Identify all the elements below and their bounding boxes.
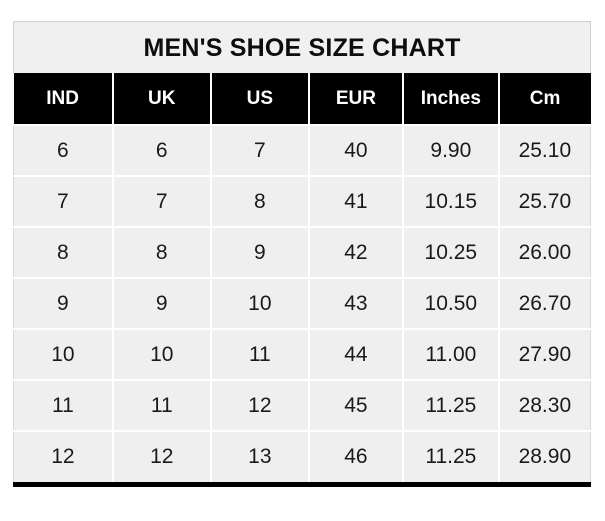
cell-ind: 11 bbox=[12, 379, 114, 432]
cell-uk: 10 bbox=[111, 328, 212, 381]
cell-eur: 41 bbox=[307, 175, 404, 228]
cell-uk: 9 bbox=[111, 277, 212, 330]
table-row: 8 8 9 42 10.25 26.00 bbox=[12, 226, 591, 279]
cell-cm: 27.90 bbox=[497, 328, 591, 381]
table-row: 12 12 13 46 11.25 28.90 bbox=[12, 430, 591, 482]
table-header: IND UK US EUR Inches Cm bbox=[13, 73, 591, 125]
column-header-eur: EUR bbox=[307, 73, 404, 125]
cell-eur: 42 bbox=[307, 226, 404, 279]
column-header-us: US bbox=[209, 73, 310, 125]
cell-uk: 7 bbox=[111, 175, 212, 228]
cell-us: 13 bbox=[209, 430, 310, 482]
cell-ind: 8 bbox=[12, 226, 114, 279]
cell-inches: 11.25 bbox=[401, 430, 500, 482]
cell-us: 8 bbox=[209, 175, 310, 228]
size-chart: MEN'S SHOE SIZE CHART IND UK US EUR Inch… bbox=[12, 21, 591, 487]
cell-cm: 25.70 bbox=[497, 175, 591, 228]
cell-inches: 10.15 bbox=[401, 175, 500, 228]
cell-uk: 8 bbox=[111, 226, 212, 279]
table-body: 6 6 7 40 9.90 25.10 7 7 8 41 10.15 25.70… bbox=[12, 124, 591, 482]
table-row: 6 6 7 40 9.90 25.10 bbox=[12, 124, 591, 177]
cell-cm: 25.10 bbox=[497, 124, 591, 177]
cell-uk: 12 bbox=[111, 430, 212, 482]
cell-cm: 26.70 bbox=[497, 277, 591, 330]
cell-ind: 9 bbox=[12, 277, 114, 330]
cell-inches: 9.90 bbox=[401, 124, 500, 177]
column-header-ind: IND bbox=[13, 73, 114, 125]
table-row: 9 9 10 43 10.50 26.70 bbox=[12, 277, 591, 330]
page-title: MEN'S SHOE SIZE CHART bbox=[13, 21, 591, 73]
cell-eur: 40 bbox=[307, 124, 404, 177]
cell-us: 7 bbox=[209, 124, 310, 177]
table-row: 7 7 8 41 10.15 25.70 bbox=[12, 175, 591, 228]
table-header-row: IND UK US EUR Inches Cm bbox=[13, 73, 591, 125]
cell-us: 10 bbox=[209, 277, 310, 330]
table-row: 10 10 11 44 11.00 27.90 bbox=[12, 328, 591, 381]
size-chart-table: IND UK US EUR Inches Cm 6 6 7 40 9.90 25… bbox=[12, 73, 591, 482]
cell-eur: 43 bbox=[307, 277, 404, 330]
cell-inches: 11.00 bbox=[401, 328, 500, 381]
cell-ind: 6 bbox=[12, 124, 114, 177]
cell-eur: 46 bbox=[307, 430, 404, 482]
cell-eur: 44 bbox=[307, 328, 404, 381]
cell-cm: 28.30 bbox=[497, 379, 591, 432]
cell-us: 12 bbox=[209, 379, 310, 432]
column-header-cm: Cm bbox=[497, 73, 591, 125]
cell-us: 9 bbox=[209, 226, 310, 279]
cell-inches: 10.25 bbox=[401, 226, 500, 279]
cell-cm: 28.90 bbox=[497, 430, 591, 482]
cell-eur: 45 bbox=[307, 379, 404, 432]
column-header-uk: UK bbox=[111, 73, 212, 125]
cell-cm: 26.00 bbox=[497, 226, 591, 279]
column-header-inches: Inches bbox=[401, 73, 500, 125]
cell-ind: 7 bbox=[12, 175, 114, 228]
cell-ind: 12 bbox=[12, 430, 114, 482]
cell-uk: 6 bbox=[111, 124, 212, 177]
cell-ind: 10 bbox=[12, 328, 114, 381]
cell-uk: 11 bbox=[111, 379, 212, 432]
cell-us: 11 bbox=[209, 328, 310, 381]
cell-inches: 11.25 bbox=[401, 379, 500, 432]
table-row: 11 11 12 45 11.25 28.30 bbox=[12, 379, 591, 432]
cell-inches: 10.50 bbox=[401, 277, 500, 330]
